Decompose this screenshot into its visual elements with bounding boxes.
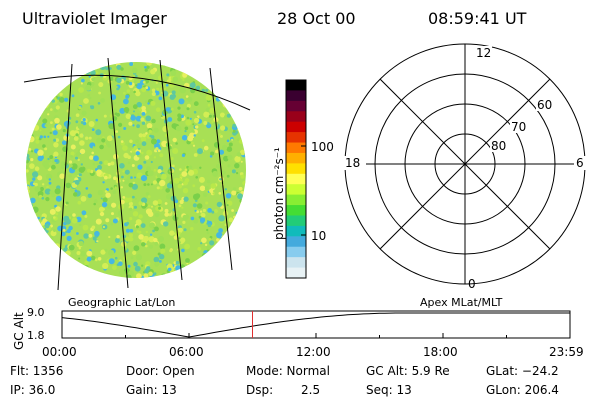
left-panel-caption: Geographic Lat/Lon (68, 296, 176, 309)
status-dsp-value: 2.5 (301, 383, 321, 397)
colorbar-swatch (286, 173, 306, 185)
status-glat: GLat: −24.2 (486, 364, 559, 378)
colorbar-tick-10: 10 (311, 229, 327, 243)
latitude-line (23, 74, 251, 111)
longitude-line (209, 67, 233, 271)
altitude-plot (61, 310, 571, 339)
colorbar-swatch (286, 215, 306, 227)
xtick-1800: 18:00 (423, 345, 458, 359)
mlt-label-6: 6 (576, 156, 584, 170)
colorbar-swatch (286, 80, 306, 92)
mlt-label-12: 12 (476, 46, 491, 60)
colorbar-swatch (286, 121, 306, 133)
mlt-label-18: 18 (345, 156, 360, 170)
status-door: Door: Open (126, 364, 195, 378)
lat-label-80: 80 (491, 139, 506, 153)
status-gain: Gain: 13 (126, 383, 177, 397)
lat-label-70: 70 (511, 120, 526, 134)
status-ip: IP: 36.0 (10, 383, 56, 397)
instrument-title: Ultraviolet Imager (22, 9, 167, 28)
altitude-ytick-min: 1.8 (27, 329, 45, 342)
colorbar-swatch (286, 100, 306, 112)
colorbar-swatch (286, 152, 306, 164)
colorbar (285, 79, 307, 279)
colorbar-swatch (286, 236, 306, 248)
polar-grid: 12 18 6 0 60 70 80 (344, 43, 586, 291)
longitude-line (107, 57, 129, 289)
colorbar-swatch (286, 184, 306, 196)
colorbar-swatch (286, 132, 306, 144)
colorbar-swatch (286, 142, 306, 154)
colorbar-swatch (286, 163, 306, 175)
longitude-line (159, 59, 183, 281)
longitude-line (57, 63, 73, 291)
altitude-ytick-max: 9.0 (27, 306, 45, 319)
xtick-1200: 12:00 (296, 345, 331, 359)
lat-label-60: 60 (537, 98, 552, 112)
status-mode: Mode: Normal (246, 364, 330, 378)
colorbar-tick-100: 100 (311, 140, 334, 154)
colorbar-swatch (286, 194, 306, 206)
geographic-image (23, 57, 251, 291)
altitude-curve (61, 312, 570, 338)
status-flight: Flt: 1356 (10, 364, 64, 378)
status-sequence: Seq: 13 (366, 383, 412, 397)
status-dsp-label: Dsp: (246, 383, 274, 397)
mlt-label-0: 0 (468, 277, 476, 291)
colorbar-swatch (286, 267, 306, 279)
colorbar-swatch (286, 90, 306, 102)
xtick-0600: 06:00 (169, 345, 204, 359)
status-gc-altitude: GC Alt: 5.9 Re (366, 364, 450, 378)
xtick-2359: 23:59 (549, 345, 584, 359)
date-label: 28 Oct 00 (277, 9, 356, 28)
xtick-0000: 00:00 (42, 345, 77, 359)
colorbar-unit-label: photon cm⁻²s⁻¹ (272, 147, 286, 240)
colorbar-swatch (286, 246, 306, 258)
colorbar-swatch (286, 225, 306, 237)
colorbar-swatch (286, 257, 306, 269)
right-panel-caption: Apex MLat/MLT (420, 296, 503, 309)
time-label: 08:59:41 UT (428, 9, 527, 28)
altitude-ylabel: GC Alt (12, 312, 26, 350)
status-glon: GLon: 206.4 (486, 383, 559, 397)
colorbar-swatch (286, 111, 306, 123)
colorbar-swatch (286, 205, 306, 217)
